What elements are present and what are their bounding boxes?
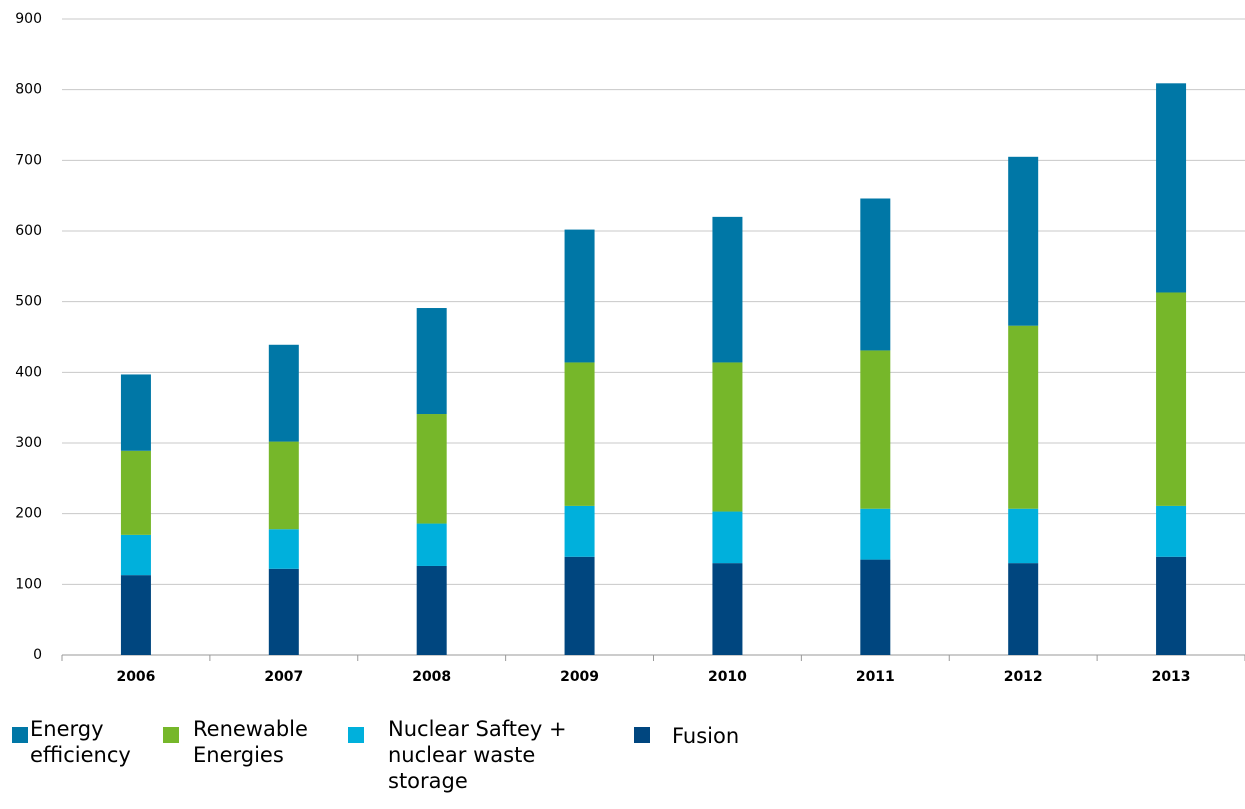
y-tick-label: 300	[15, 435, 42, 451]
bar-segment	[564, 362, 595, 506]
legend-label: Fusion	[672, 724, 740, 748]
legend-label: Renewable Energies	[193, 717, 308, 767]
x-tick-label: 2009	[560, 669, 599, 685]
bar-segment	[860, 350, 891, 509]
y-tick-label: 100	[15, 576, 42, 592]
bar-segment	[860, 559, 891, 655]
x-tick-label: 2011	[856, 669, 895, 685]
x-tick-label: 2013	[1152, 669, 1191, 685]
bar-segment	[1008, 156, 1039, 326]
bar-segment	[416, 414, 447, 524]
y-tick-label: 600	[15, 223, 42, 239]
x-tick-label: 2012	[1004, 669, 1043, 685]
bar-segment	[564, 556, 595, 655]
bar-segment	[1008, 508, 1039, 564]
bar-segment	[268, 344, 299, 442]
x-tick-label: 2008	[412, 669, 451, 685]
bar-segment	[564, 229, 595, 363]
bar-segment	[860, 508, 891, 560]
y-tick-label: 200	[15, 506, 42, 522]
legend-swatch	[348, 727, 364, 743]
bar-segment	[712, 362, 743, 512]
bar-segment	[1008, 325, 1039, 509]
bar-segment	[860, 198, 891, 351]
bar-segment	[416, 565, 447, 655]
y-tick-label: 800	[15, 82, 42, 98]
bar-segment	[120, 575, 151, 655]
x-tick-label: 2006	[116, 669, 155, 685]
bar-segment	[1156, 505, 1187, 557]
bar-segment	[1156, 292, 1187, 506]
bar-segment	[268, 529, 299, 569]
y-tick-label: 900	[15, 11, 42, 27]
bar-segment	[416, 308, 447, 415]
y-tick-label: 400	[15, 364, 42, 380]
bar-segment	[120, 374, 151, 451]
x-tick-label: 2007	[264, 669, 303, 685]
legend-label: Nuclear Saftey + nuclear waste storage	[388, 717, 567, 793]
bar-segment	[120, 450, 151, 535]
legend-label: Energy efficiency	[30, 717, 131, 767]
bar-segment	[120, 534, 151, 576]
legend-swatch	[12, 727, 28, 743]
y-tick-label: 0	[33, 647, 42, 663]
bar-segment	[712, 563, 743, 655]
bar-segment	[416, 523, 447, 566]
y-tick-label: 500	[15, 294, 42, 310]
bar-segment	[712, 511, 743, 564]
bar-segment	[1008, 563, 1039, 655]
y-tick-label: 700	[15, 152, 42, 168]
bar-segment	[1156, 83, 1187, 293]
bar-segment	[712, 216, 743, 363]
x-tick-label: 2010	[708, 669, 747, 685]
bar-segment	[268, 568, 299, 655]
legend-swatch	[634, 727, 650, 743]
legend-swatch	[163, 727, 179, 743]
bar-segment	[564, 505, 595, 557]
bar-segment	[268, 441, 299, 530]
bar-segment	[1156, 556, 1187, 655]
